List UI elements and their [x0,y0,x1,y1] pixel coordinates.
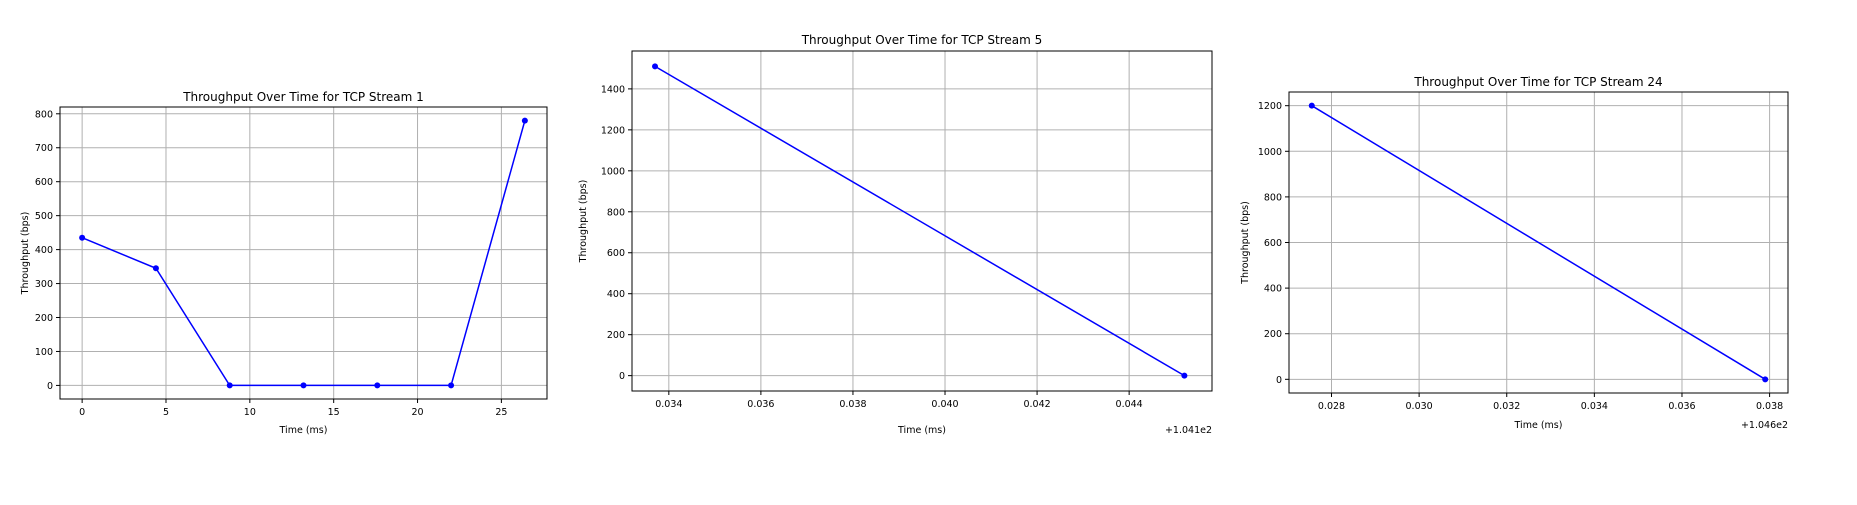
chart-svg-2: 0.034 0.036 0.038 0.040 0.042 0.044 0 200 400 600… [578,33,1213,436]
x-tick-label: 25 [495,407,507,418]
y-tick-label: 1000 [601,166,625,177]
y-tick-label: 400 [35,245,53,256]
y-axis-label: Throughput (bps) [20,212,31,296]
x-tick-label: 0.034 [1581,401,1608,412]
chart-tcp-stream-1: 0 5 10 15 20 25 0 100 200 300 400 500 600 700 800 Throu… [0,0,560,505]
y-tick-label: 600 [1264,238,1282,249]
y-tick-label: 800 [1264,192,1282,203]
data-point [1308,102,1315,109]
y-tick-label: 300 [35,279,53,290]
x-offset-label: +1.041e2 [1165,425,1212,436]
chart-tcp-stream-5: 0.034 0.036 0.038 0.040 0.042 0.044 0 200 400 600… [578,33,1213,436]
y-tick-label: 600 [35,177,53,188]
y-axis-label: Throughput (bps) [578,180,589,264]
x-tick-label: 0.028 [1318,401,1345,412]
x-offset-label: +1.046e2 [1741,420,1788,431]
data-point [79,234,86,241]
y-tick-label: 100 [35,347,53,358]
y-tick-label: 400 [607,289,625,300]
chart-title: Throughput Over Time for TCP Stream 5 [801,33,1043,47]
series-line [1311,105,1766,380]
x-axis-label: Time (ms) [279,425,328,436]
y-tick-label: 0 [47,381,53,392]
y-tick-label: 800 [35,109,53,120]
x-tick-label: 0.034 [655,399,682,410]
x-tick-label: 0.038 [1756,401,1783,412]
x-tick-label: 0.030 [1406,401,1433,412]
x-tick-label: 5 [163,407,169,418]
y-tick-label: 400 [1264,284,1282,295]
x-tick-label: 0 [79,407,85,418]
data-point [226,382,233,389]
y-tick-label: 1200 [1258,101,1282,112]
y-tick-label: 1200 [601,125,625,136]
x-tick-label: 20 [411,407,423,418]
x-tick-label: 0.040 [931,399,958,410]
y-tick-label: 600 [607,248,625,259]
data-point [1762,376,1769,383]
x-tick-label: 15 [328,407,340,418]
y-tick-label: 0 [619,371,625,382]
y-tick-label: 200 [607,330,625,341]
y-tick-label: 1000 [1258,147,1282,158]
y-tick-label: 0 [1276,375,1282,386]
data-point [521,117,528,124]
plot-frame [59,106,548,400]
y-tick-label: 1400 [601,84,625,95]
x-tick-label: 0.038 [839,399,866,410]
y-axis-label: Throughput (bps) [1240,201,1251,285]
y-tick-label: 200 [1264,329,1282,340]
series-line [654,65,1185,377]
y-tick-label: 700 [35,143,53,154]
x-tick-label: 0.042 [1023,399,1050,410]
data-point [374,382,381,389]
data-point [152,265,159,272]
x-tick-label: 0.044 [1116,399,1143,410]
plot-frame [631,50,1213,392]
x-tick-label: 10 [244,407,256,418]
x-tick-label: 0.036 [747,399,774,410]
y-tick-label: 500 [35,211,53,222]
x-axis-label: Time (ms) [1514,420,1563,431]
y-tick-label: 800 [607,207,625,218]
data-point [448,382,455,389]
y-tick-label: 200 [35,313,53,324]
chart-title: Throughput Over Time for TCP Stream 1 [182,90,424,104]
data-point [1181,372,1188,379]
chart-svg-1: 0 5 10 15 20 25 0 100 200 300 400 500 600 700 800 Throu… [20,90,548,436]
data-point [652,63,659,70]
x-tick-label: 0.036 [1668,401,1695,412]
x-tick-label: 0.032 [1493,401,1520,412]
x-axis-label: Time (ms) [897,425,946,436]
chart-title: Throughput Over Time for TCP Stream 24 [1413,75,1662,89]
data-point [300,382,307,389]
